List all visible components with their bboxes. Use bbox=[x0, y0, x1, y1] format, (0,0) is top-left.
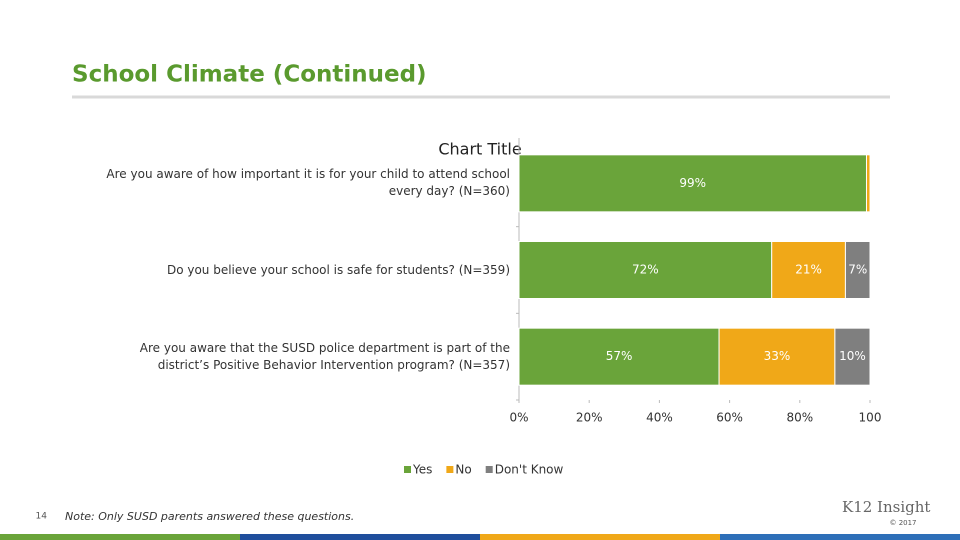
chart-title: Chart Title bbox=[438, 140, 521, 159]
bar-segment bbox=[844, 241, 871, 299]
logo: K12 Insight bbox=[842, 498, 930, 516]
footer-strip bbox=[240, 534, 480, 540]
data-label: 72% bbox=[632, 263, 659, 277]
footer-strip bbox=[720, 534, 960, 540]
x-tick-label: 100 bbox=[859, 411, 882, 425]
category-label: Are you aware that the SUSD police depar… bbox=[139, 340, 510, 372]
data-label: 10% bbox=[839, 349, 866, 363]
slide-title: School Climate (Continued) bbox=[72, 62, 427, 88]
data-label: 57% bbox=[606, 349, 633, 363]
category-label: Do you believe your school is safe for s… bbox=[166, 262, 510, 277]
page-number: 14 bbox=[36, 512, 48, 522]
x-tick-label: 80% bbox=[786, 411, 813, 425]
legend-label: Don't Know bbox=[495, 463, 564, 477]
x-tick-label: 40% bbox=[646, 411, 673, 425]
bar-segment bbox=[865, 154, 871, 213]
legend-swatch bbox=[446, 466, 454, 473]
bar-segment bbox=[518, 241, 773, 299]
data-label: 21% bbox=[795, 263, 822, 277]
bar-segment bbox=[834, 327, 871, 386]
x-tick-label: 60% bbox=[716, 411, 743, 425]
legend-label: No bbox=[455, 463, 471, 477]
legend-swatch bbox=[485, 466, 493, 473]
x-tick-label: 0% bbox=[509, 411, 528, 425]
note: Note: Only SUSD parents answered these q… bbox=[65, 510, 354, 523]
legend-swatch bbox=[404, 466, 411, 473]
bar-segment bbox=[718, 327, 836, 386]
footer-strip bbox=[480, 534, 720, 540]
data-label: 33% bbox=[764, 349, 791, 363]
copyright: © 2017 bbox=[889, 519, 916, 527]
bar-segment bbox=[518, 154, 867, 213]
bar-segment bbox=[771, 241, 846, 299]
data-label: 99% bbox=[679, 176, 706, 190]
x-tick-label: 20% bbox=[576, 411, 603, 425]
footer-strip bbox=[0, 534, 240, 540]
data-label: 7% bbox=[848, 263, 867, 277]
category-label: Are you aware of how important it is for… bbox=[106, 167, 510, 199]
legend-label: Yes bbox=[412, 463, 432, 477]
